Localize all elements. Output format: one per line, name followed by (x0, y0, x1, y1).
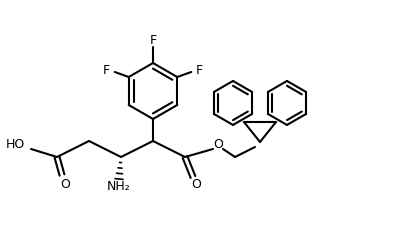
Text: F: F (196, 64, 203, 76)
Text: HO: HO (6, 137, 25, 151)
Text: O: O (213, 138, 223, 152)
Text: O: O (60, 178, 70, 190)
Text: F: F (150, 33, 157, 47)
Text: O: O (191, 179, 201, 191)
Text: F: F (103, 64, 110, 76)
Text: NH₂: NH₂ (107, 180, 131, 194)
